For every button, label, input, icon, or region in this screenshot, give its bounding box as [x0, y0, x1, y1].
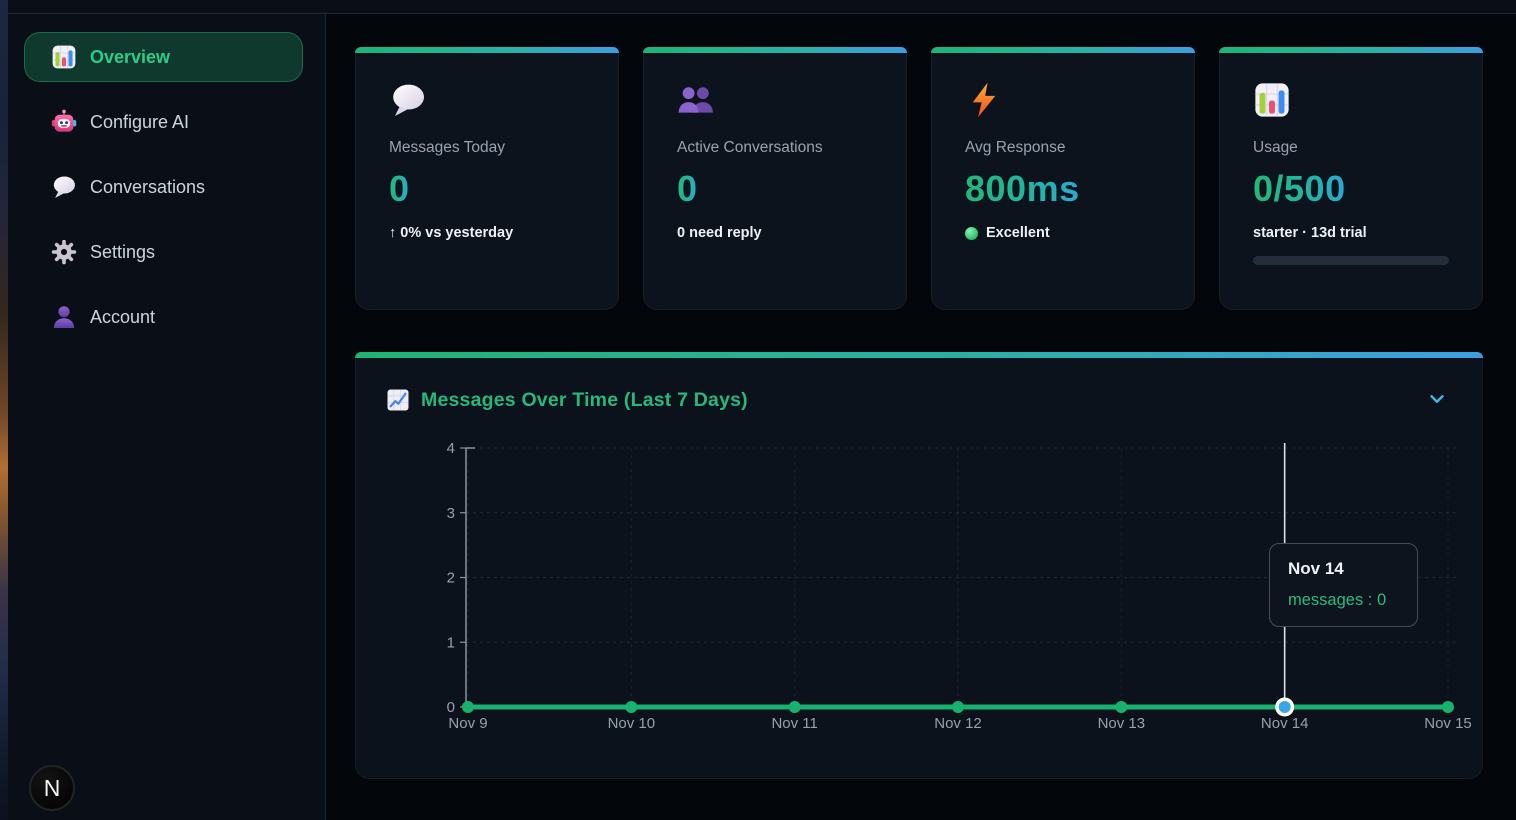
gear-icon	[51, 239, 77, 265]
card-accent-bar	[355, 352, 1483, 358]
chart-point[interactable]	[625, 701, 638, 713]
chevron-down-icon	[1426, 388, 1448, 413]
y-tick-label: 4	[447, 440, 455, 457]
stat-subtext: Excellent	[965, 225, 1161, 241]
y-tick-label: 1	[447, 634, 455, 651]
chart-card: Messages Over Time (Last 7 Days) 0 1 2 3 4 No…	[355, 352, 1483, 779]
two-people-icon	[677, 81, 715, 119]
tooltip-value: messages : 0	[1288, 591, 1387, 609]
y-tick-label: 2	[447, 570, 455, 587]
stat-card-usage: Usage 0/500 starter · 13d trial	[1219, 47, 1483, 310]
stat-subtext: 0 need reply	[677, 225, 762, 241]
card-accent-bar	[931, 47, 1195, 53]
chart-point[interactable]	[1115, 701, 1128, 713]
chart-point[interactable]	[788, 701, 801, 713]
chart-tooltip: Nov 14 messages : 0	[1269, 543, 1418, 627]
bar-chart-icon	[1253, 81, 1291, 119]
sidebar-nav: Overview Configure AI Conversations Sett…	[8, 14, 325, 342]
speech-balloon-icon	[51, 174, 77, 200]
background-image-strip	[0, 0, 8, 820]
sidebar-item-overview[interactable]: Overview	[24, 32, 303, 82]
sidebar-item-label: Account	[90, 306, 156, 327]
card-accent-bar	[643, 47, 907, 53]
sidebar-item-conversations[interactable]: Conversations	[24, 162, 303, 212]
x-tick-label: Nov 11	[771, 715, 817, 732]
stat-label: Messages Today	[389, 139, 506, 156]
speech-balloon-icon	[389, 81, 427, 119]
stat-label: Usage	[1253, 139, 1298, 156]
person-icon	[51, 304, 77, 330]
nextjs-badge[interactable]: N	[29, 765, 75, 811]
stat-card-active-conversations: Active Conversations 0 0 need reply	[643, 47, 907, 310]
status-dot	[965, 226, 978, 240]
x-tick-label: Nov 10	[608, 715, 656, 732]
chart-increasing-icon	[386, 388, 410, 412]
top-border	[8, 0, 1516, 14]
card-accent-bar	[1219, 47, 1483, 53]
sidebar-item-label: Overview	[90, 46, 171, 67]
sidebar: Overview Configure AI Conversations Sett…	[8, 14, 326, 820]
chart-point[interactable]	[1442, 701, 1454, 713]
chart-title: Messages Over Time (Last 7 Days)	[386, 388, 748, 412]
stat-value: 0/500	[1253, 168, 1346, 209]
chart-point[interactable]	[462, 701, 474, 713]
robot-icon	[51, 109, 77, 135]
sidebar-item-account[interactable]: Account	[24, 292, 303, 342]
stat-label: Avg Response	[965, 139, 1066, 156]
usage-progress-bar	[1253, 256, 1449, 265]
chart-point[interactable]	[952, 701, 964, 713]
x-tick-label: Nov 15	[1424, 715, 1471, 732]
x-tick-label: Nov 12	[934, 715, 982, 732]
tooltip-title: Nov 14	[1288, 559, 1344, 578]
stat-value: 0	[389, 168, 410, 209]
y-tick-label: 0	[447, 699, 455, 716]
stat-card-avg-response: Avg Response 800ms Excellent	[931, 47, 1195, 310]
sidebar-item-label: Conversations	[90, 176, 206, 197]
x-tick-label: Nov 9	[448, 715, 487, 732]
lightning-icon	[965, 81, 1003, 119]
chart-point-active[interactable]	[1278, 701, 1291, 713]
chart-header: Messages Over Time (Last 7 Days)	[386, 382, 1452, 418]
x-tick-label: Nov 14	[1261, 715, 1309, 732]
sidebar-item-configure-ai[interactable]: Configure AI	[24, 97, 303, 147]
stat-subtext: starter · 13d trial	[1253, 225, 1367, 241]
y-tick-label: 3	[447, 505, 455, 522]
card-accent-bar	[355, 47, 619, 53]
collapse-button[interactable]	[1422, 385, 1452, 415]
stat-value: 800ms	[965, 168, 1080, 209]
sidebar-item-settings[interactable]: Settings	[24, 227, 303, 277]
bar-chart-icon	[51, 44, 77, 70]
chart-title-text: Messages Over Time (Last 7 Days)	[421, 388, 748, 411]
stat-value: 0	[677, 168, 698, 209]
x-tick-label: Nov 13	[1098, 715, 1146, 732]
stat-subtext: ↑ 0% vs yesterday	[389, 225, 514, 241]
stat-cards-row: Messages Today 0 ↑ 0% vs yesterday Activ…	[355, 47, 1483, 310]
sidebar-item-label: Configure AI	[90, 111, 190, 132]
stat-label: Active Conversations	[677, 139, 823, 156]
sidebar-item-label: Settings	[90, 241, 156, 262]
main-content: Messages Today 0 ↑ 0% vs yesterday Activ…	[326, 14, 1516, 820]
stat-card-messages-today: Messages Today 0 ↑ 0% vs yesterday	[355, 47, 619, 310]
